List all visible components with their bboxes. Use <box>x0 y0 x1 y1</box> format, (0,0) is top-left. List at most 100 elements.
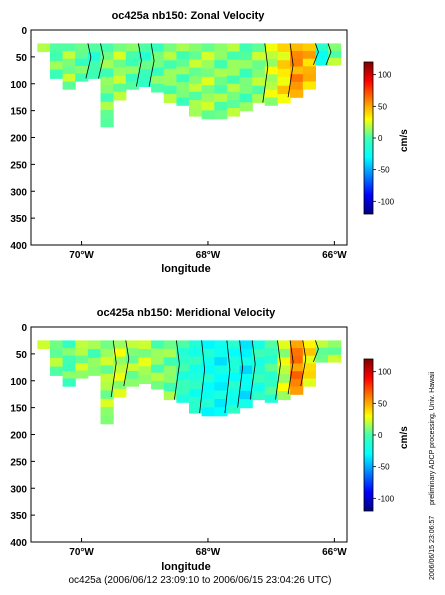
colorbar-tick-label: 50 <box>378 399 387 408</box>
heatmap-cell <box>189 59 203 69</box>
heatmap-cell <box>151 372 165 382</box>
heatmap-cell <box>252 94 266 104</box>
heatmap-cell <box>163 340 177 350</box>
heatmap-cell <box>50 69 64 79</box>
heatmap-cell <box>302 348 316 357</box>
heatmap-cell <box>151 59 165 69</box>
heatmap-cell <box>239 374 253 383</box>
heatmap-cell <box>125 348 139 357</box>
heatmap-cell <box>100 415 114 425</box>
heatmap-cell <box>239 348 253 358</box>
heatmap-cell <box>50 340 64 350</box>
heatmap-cell <box>176 89 190 99</box>
heatmap-cell <box>176 58 190 68</box>
heatmap-cell <box>189 356 203 366</box>
colorbar-tick-label: 0 <box>378 431 383 440</box>
heatmap-cell <box>214 357 228 367</box>
heatmap-cell <box>176 386 190 396</box>
heatmap-cell <box>226 388 241 398</box>
contour-line <box>123 340 130 387</box>
heatmap-cell <box>176 394 190 403</box>
heatmap-cell <box>226 356 241 366</box>
contour-line <box>287 43 294 98</box>
heatmap-cell <box>176 348 190 357</box>
heatmap-cell <box>176 66 190 75</box>
y-tick-label: 250 <box>10 457 27 468</box>
heatmap-cell <box>62 58 76 67</box>
heatmap-cell <box>264 371 278 380</box>
heatmap-cell <box>113 75 127 85</box>
heatmap-cell <box>239 390 253 400</box>
heatmap-cell <box>87 357 102 368</box>
heatmap-cell <box>62 378 76 387</box>
heatmap-cell <box>315 347 329 356</box>
heatmap-cell <box>252 340 266 350</box>
x-tick-label: 68°W <box>196 547 221 558</box>
x-axis-label: longitude <box>161 561 211 573</box>
heatmap-cell <box>62 370 76 380</box>
colorbar-tick-label: -50 <box>378 463 390 472</box>
heatmap-cell <box>100 93 114 103</box>
heatmap-cell <box>163 43 177 53</box>
heatmap-cell <box>189 340 203 350</box>
contour-line <box>325 43 332 66</box>
colorbar-tick-label: 50 <box>378 102 387 111</box>
contour-line <box>313 43 319 66</box>
heatmap-cell <box>264 66 278 75</box>
heatmap-cell <box>87 52 102 62</box>
heatmap-cell <box>201 85 215 95</box>
heatmap-cell <box>151 348 165 358</box>
heatmap-cell <box>138 374 152 384</box>
heatmap-cell <box>328 43 342 52</box>
heatmap-cell <box>113 372 127 382</box>
heatmap-cell <box>75 355 89 364</box>
y-tick-label: 400 <box>10 538 27 549</box>
heatmap-cell <box>214 382 228 392</box>
heatmap-cell <box>290 81 304 91</box>
colorbar: 100 50 0 -50 -100 cm/s <box>363 61 410 215</box>
heatmap-cell <box>226 372 241 382</box>
heatmap-cell <box>226 107 241 117</box>
heatmap-cell <box>62 73 76 83</box>
heatmap-cell <box>264 379 278 388</box>
heatmap-cell <box>214 60 228 70</box>
heatmap-cell <box>290 51 304 60</box>
heatmap-cell <box>100 60 114 69</box>
heatmap-cell <box>75 370 89 379</box>
heatmap-cell <box>201 93 215 103</box>
contour-lines <box>85 43 332 103</box>
colorbar-gradient <box>363 61 374 215</box>
heatmap-cell <box>315 57 329 66</box>
heatmap-cell <box>75 58 89 67</box>
heatmap-cell <box>113 43 127 53</box>
heatmap-cell <box>138 349 152 359</box>
heatmap-cell <box>264 363 278 372</box>
heatmap-cell <box>277 365 291 375</box>
heatmap-cell <box>328 347 342 356</box>
heatmap-cell <box>125 340 139 349</box>
heatmap-cell <box>62 348 76 357</box>
heatmap-cell <box>50 43 64 53</box>
heatmap-cell <box>176 82 190 91</box>
y-tick-label: 0 <box>21 26 27 37</box>
heatmap-cell <box>226 67 241 77</box>
heatmap-cell <box>100 348 114 358</box>
heatmap-cells <box>37 43 342 128</box>
contour-lines <box>110 340 319 414</box>
heatmap-cell <box>277 94 291 104</box>
heatmap-cell <box>277 348 291 358</box>
heatmap-cell <box>37 43 51 53</box>
y-tick-label: 0 <box>21 323 27 334</box>
heatmap-cell <box>125 355 139 364</box>
heatmap-cell <box>151 43 165 53</box>
heatmap-cell <box>277 77 291 87</box>
heatmap-cell <box>214 102 228 111</box>
heatmap-cell <box>252 374 266 384</box>
contour-line <box>313 340 319 363</box>
heatmap-cell <box>113 83 127 93</box>
heatmap-cell <box>100 43 114 53</box>
heatmap-cell <box>264 394 278 403</box>
heatmap-cell <box>277 60 291 70</box>
heatmap-cell <box>138 357 152 367</box>
heatmap-cell <box>302 43 316 52</box>
